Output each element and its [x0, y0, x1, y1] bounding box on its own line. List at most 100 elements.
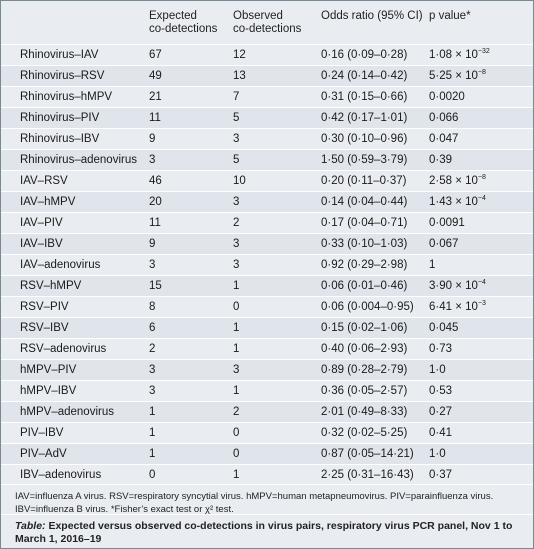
p-value-base: 1·43 × 10: [429, 196, 478, 208]
expected-cell: 3: [149, 364, 156, 376]
p-value-base: 0·045: [429, 322, 459, 334]
virus-pair-cell: RSV–PIV: [20, 301, 69, 313]
odds-ratio-cell: 0·33 (0·10–1·03): [321, 238, 408, 250]
table-row: Rhinovirus–IAV 67 12 0·16 (0·09–0·28) 1·08 ×…: [1, 44, 533, 65]
p-value-base: 0·37: [429, 469, 453, 481]
p-value-exponent: −3: [477, 300, 486, 307]
p-value-exponent: −8: [477, 174, 486, 181]
table-row: IBV–adenovirus 0 1 2·25 (0·31–16·43) 0·37: [1, 464, 533, 485]
virus-pair-cell: RSV–IBV: [20, 322, 69, 334]
observed-cell: 13: [233, 70, 246, 82]
p-value-cell: 0·27: [429, 402, 452, 422]
p-value-exponent: −4: [477, 279, 486, 286]
p-value-cell: 1·0: [429, 360, 446, 380]
odds-ratio-cell: 0·24 (0·14–0·42): [321, 70, 408, 82]
expected-cell: 49: [149, 70, 162, 82]
observed-cell: 0: [233, 448, 240, 460]
table-row: IAV–RSV 46 10 0·20 (0·11–0·37) 2·58 × 10−8: [1, 170, 533, 191]
odds-ratio-cell: 1·50 (0·59–3·79): [321, 154, 408, 166]
table-row: hMPV–PIV 3 3 0·89 (0·28–2·79) 1·0: [1, 359, 533, 380]
p-value-base: 0·41: [429, 427, 453, 439]
virus-pair-cell: PIV–IBV: [20, 427, 64, 439]
observed-cell: 3: [233, 238, 240, 250]
p-value-base: 0·047: [429, 133, 459, 145]
p-value-cell: 0·0020: [429, 87, 465, 107]
virus-pair-cell: Rhinovirus–hMPV: [20, 91, 113, 103]
table-row: RSV–IBV 6 1 0·15 (0·02–1·06) 0·045: [1, 317, 533, 338]
header-odds-ratio: Odds ratio (95% CI): [321, 10, 423, 22]
header-expected: Expected co-detections: [149, 10, 217, 36]
observed-cell: 0: [233, 301, 240, 313]
p-value-base: 0·0091: [429, 217, 465, 229]
odds-ratio-cell: 0·40 (0·06–2·93): [321, 343, 408, 355]
p-value-base: 5·25 × 10: [429, 70, 478, 82]
p-value-exponent: −32: [477, 48, 490, 55]
expected-cell: 11: [149, 217, 161, 229]
p-value-cell: 0·37: [429, 465, 452, 485]
header-observed-line1: Observed: [233, 10, 283, 22]
caption-text: Table: Expected versus observed co-detec…: [15, 520, 520, 546]
table-caption: Table: Expected versus observed co-detec…: [1, 514, 533, 549]
odds-ratio-cell: 0·06 (0·01–0·46): [321, 280, 408, 292]
p-value-cell: 0·73: [429, 339, 452, 359]
p-value-cell: 1: [429, 255, 435, 275]
observed-cell: 1: [233, 280, 240, 292]
header-expected-line2: co-detections: [149, 23, 218, 35]
expected-cell: 21: [149, 91, 162, 103]
table-row: Rhinovirus–IBV 9 3 0·30 (0·10–0·96) 0·047: [1, 128, 533, 149]
expected-cell: 1: [149, 427, 156, 439]
odds-ratio-cell: 0·16 (0·09–0·28): [321, 49, 408, 61]
expected-cell: 15: [149, 280, 162, 292]
virus-pair-cell: IAV–adenovirus: [20, 259, 101, 271]
virus-pair-cell: Rhinovirus–IBV: [20, 133, 100, 145]
expected-cell: 2: [149, 343, 156, 355]
p-value-base: 3·90 × 10: [429, 280, 478, 292]
odds-ratio-cell: 0·92 (0·29–2·98): [321, 259, 408, 271]
p-value-base: 6·41 × 10: [429, 301, 478, 313]
odds-ratio-cell: 0·42 (0·17–1·01): [321, 112, 408, 124]
p-value-base: 0·73: [429, 343, 453, 355]
header-expected-line1: Expected: [149, 10, 197, 22]
virus-pair-cell: IAV–hMPV: [20, 196, 76, 208]
table-row: IAV–IBV 9 3 0·33 (0·10–1·03) 0·067: [1, 233, 533, 254]
p-value-base: 2·58 × 10: [429, 175, 478, 187]
expected-cell: 8: [149, 301, 156, 313]
odds-ratio-cell: 0·17 (0·04–0·71): [321, 217, 408, 229]
observed-cell: 7: [233, 91, 240, 103]
virus-pair-cell: PIV–AdV: [20, 448, 67, 460]
odds-ratio-cell: 2·25 (0·31–16·43): [321, 469, 414, 481]
odds-ratio-cell: 0·14 (0·04–0·44): [321, 196, 408, 208]
virus-pair-cell: RSV–adenovirus: [20, 343, 107, 355]
table-row: PIV–AdV 1 0 0·87 (0·05–14·21) 1·0: [1, 443, 533, 464]
expected-cell: 9: [149, 133, 156, 145]
caption-label: Table:: [15, 520, 46, 532]
observed-cell: 1: [233, 322, 240, 334]
observed-cell: 5: [233, 112, 240, 124]
observed-cell: 3: [233, 364, 240, 376]
p-value-cell: 0·39: [429, 150, 452, 170]
table-body: Rhinovirus–IAV 67 12 0·16 (0·09–0·28) 1·08 ×…: [1, 44, 533, 485]
odds-ratio-cell: 0·87 (0·05–14·21): [321, 448, 414, 460]
p-value-base: 0·066: [429, 112, 459, 124]
odds-ratio-cell: 0·36 (0·05–2·57): [321, 385, 408, 397]
virus-pair-cell: IBV–adenovirus: [20, 469, 102, 481]
virus-pair-cell: IAV–IBV: [20, 238, 63, 250]
observed-cell: 3: [233, 259, 240, 271]
odds-ratio-cell: 0·20 (0·11–0·37): [321, 175, 407, 187]
virus-pair-cell: Rhinovirus–RSV: [20, 70, 105, 82]
expected-cell: 3: [149, 154, 156, 166]
p-value-cell: 1·43 × 10−4: [429, 192, 486, 212]
observed-cell: 1: [233, 343, 240, 355]
virus-pair-cell: Rhinovirus–PIV: [20, 112, 100, 124]
observed-cell: 0: [233, 427, 240, 439]
table-row: Rhinovirus–adenovirus 3 5 1·50 (0·59–3·79) 0…: [1, 149, 533, 170]
expected-cell: 0: [149, 469, 156, 481]
observed-cell: 1: [233, 385, 240, 397]
p-value-cell: 0·41: [429, 423, 452, 443]
virus-pair-cell: RSV–hMPV: [20, 280, 82, 292]
table-row: hMPV–IBV 3 1 0·36 (0·05–2·57) 0·53: [1, 380, 533, 401]
table-row: RSV–hMPV 15 1 0·06 (0·01–0·46) 3·90 × 10−4: [1, 275, 533, 296]
odds-ratio-cell: 0·32 (0·02–5·25): [321, 427, 408, 439]
footnote-line-1: IAV=influenza A virus. RSV=respiratory s…: [15, 491, 494, 502]
